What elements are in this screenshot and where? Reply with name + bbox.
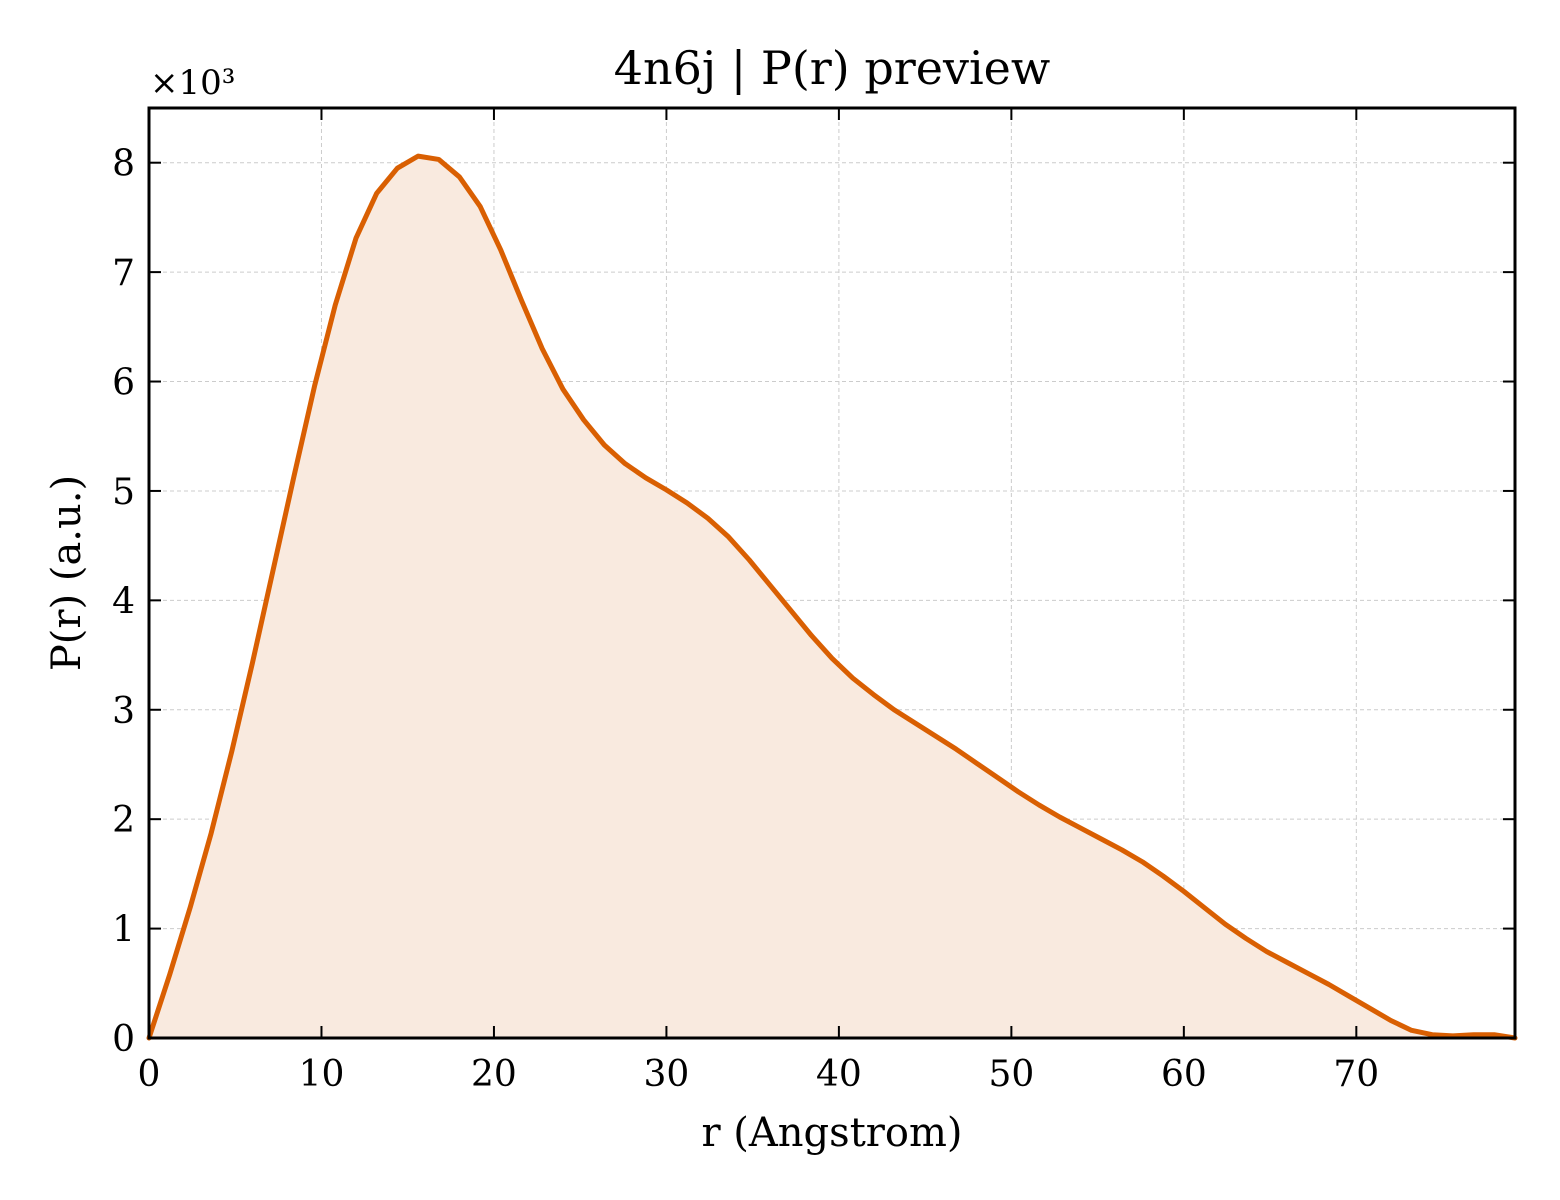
x-tick-label: 10 [299, 1054, 345, 1095]
x-tick-label: 30 [644, 1054, 690, 1095]
x-tick-label: 40 [816, 1054, 862, 1095]
y-tick-label: 3 [112, 691, 135, 732]
y-tick-label: 0 [112, 1019, 135, 1060]
y-tick-label: 1 [112, 910, 135, 951]
x-tick-label: 70 [1333, 1054, 1379, 1095]
plot-frame [147, 106, 1517, 1040]
y-tick-label: 7 [112, 253, 135, 294]
y-tick-label: 2 [112, 800, 135, 841]
y-axis-label: P(r) (a.u.) [44, 475, 90, 671]
y-tick-label: 4 [112, 581, 135, 622]
x-tick-label: 60 [1161, 1054, 1207, 1095]
y-axis-multiplier: ×10³ [150, 63, 235, 103]
series-line [146, 153, 1518, 1041]
x-tick-label: 0 [138, 1054, 161, 1095]
axis-ticks: 0 10 20 30 40 50 60 70 0 1 2 3 4 5 6 7 8 [112, 108, 1515, 1095]
x-tick-label: 20 [471, 1054, 517, 1095]
chart-title: 4n6j | P(r) preview [614, 41, 1051, 95]
area-fill [149, 156, 1515, 1038]
y-tick-label: 5 [112, 472, 135, 513]
y-tick-label: 8 [112, 144, 135, 185]
x-tick-label: 50 [988, 1054, 1034, 1095]
y-tick-label: 6 [112, 363, 135, 404]
x-axis-label: r (Angstrom) [701, 1110, 962, 1156]
